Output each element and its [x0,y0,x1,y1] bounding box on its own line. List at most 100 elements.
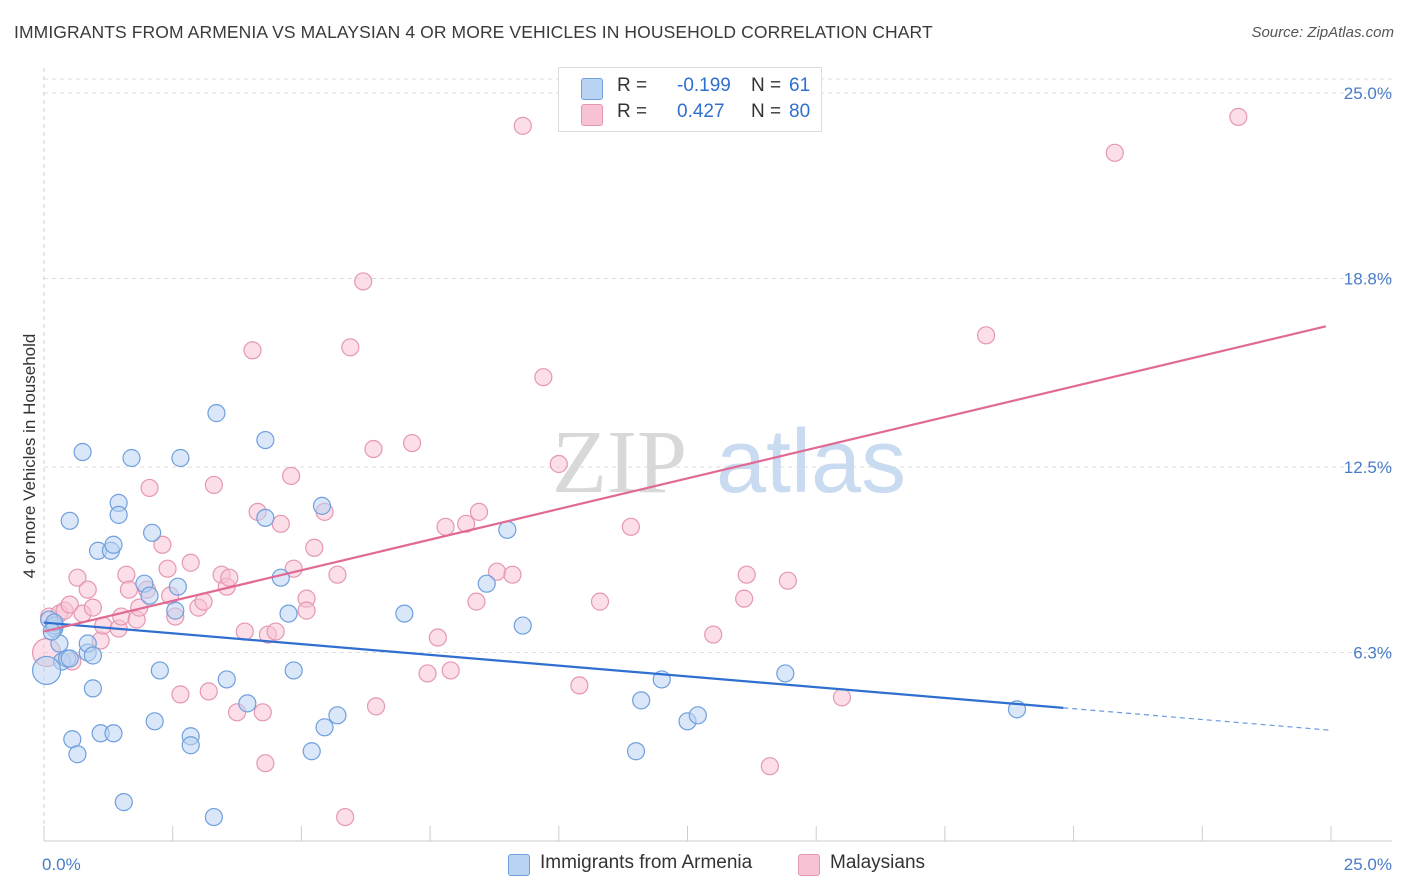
malaysian-point [428,628,447,647]
armenia-point [140,586,159,605]
malaysian-point [513,116,532,135]
malaysian-point [1229,107,1248,126]
malaysian-point [364,439,383,459]
malaysian-point [140,478,159,498]
malaysian-point [760,757,779,776]
malaysian-point [78,580,97,599]
armenia-point [328,706,347,725]
legend-label-malaysians: Malaysians [830,852,926,873]
armenia-point [279,604,298,623]
malaysian-point [467,592,486,611]
armenia-point [31,655,62,686]
malaysian-point [976,326,996,345]
legend-label-armenia: Immigrants from Armenia [540,852,753,873]
malaysian-point [457,514,476,533]
malaysian-point [328,565,347,584]
malaysian-point [60,595,79,614]
legend-n-value: 80 [789,101,811,122]
axes [43,68,1392,842]
malaysian-point [503,565,522,584]
armenia-point [238,694,257,713]
malaysian-point [119,580,139,599]
armenia-point [207,404,226,423]
malaysian-point [436,517,455,536]
chart-title: IMMIGRANTS FROM ARMENIA VS MALAYSIAN 4 O… [14,22,933,42]
series-malaysians [31,95,1248,827]
armenia-point [166,601,185,620]
armenia-point [477,574,496,593]
armenia-point [83,646,103,665]
watermark-zip: ZIP [552,413,687,512]
malaysian-point [704,625,723,644]
series-armenia [31,404,1027,827]
malaysian-point [117,565,136,584]
malaysian-point [336,807,355,827]
armenia-point [109,505,128,524]
y-axis-title: 4 or more Vehicles in Household [20,334,39,579]
watermark-atlas: atlas [716,412,906,512]
y-tick-label: 18.8% [1344,269,1392,288]
armenia-point [60,511,79,530]
y-tick-label: 12.5% [1344,458,1392,477]
malaysian-point [253,703,272,722]
malaysian-point [297,601,316,620]
trend-line-armenia-extension [1063,707,1332,731]
armenia-point [498,520,517,539]
armenia-point [395,604,414,623]
armenia-point [68,745,87,764]
armenia-point [104,724,123,743]
malaysian-point [341,338,360,357]
malaysian-point [243,341,262,360]
armenia-point [122,448,141,468]
legend-swatch-armenia [508,854,530,876]
armenia-point [217,670,236,689]
legend-swatch-malaysians [581,104,603,126]
malaysian-point [282,466,301,486]
armenia-point [256,508,275,527]
malaysian-point [83,598,103,617]
legend-swatch-malaysians [798,854,820,876]
legend-r-value: -0.199 [677,75,731,96]
armenia-point [302,742,321,761]
armenia-point [83,679,103,698]
armenia-point [315,718,334,737]
malaysian-point [171,685,190,704]
legend-n-label: N = [751,75,782,96]
armenia-point [513,616,532,635]
legend-n-label: N = [751,101,782,122]
malaysian-point [832,688,852,707]
armenia-point [181,736,200,755]
malaysian-point [266,622,285,641]
armenia-point [73,442,92,462]
malaysian-point [153,535,172,554]
malaysian-point [778,571,797,590]
legend-n-value: 61 [789,75,811,96]
malaysian-point [199,682,218,701]
source-label: Source: ZipAtlas.com [1251,24,1394,41]
grid-lines [44,78,1392,653]
malaysian-point [220,568,239,587]
armenia-point [60,649,79,668]
malaysian-point [402,433,422,453]
armenia-point [143,523,162,542]
x-tick-label: 25.0% [1344,855,1392,874]
legend-r-value: 0.427 [677,101,725,122]
armenia-point [204,807,223,827]
armenia-point [626,742,646,761]
trend-lines [43,325,1332,731]
malaysian-point [570,676,589,695]
malaysian-point [158,559,177,578]
malaysian-point [621,517,640,536]
malaysian-point [534,368,553,387]
malaysian-point [305,538,324,557]
legend-r-label: R = [617,101,648,122]
armenia-point [312,496,332,515]
armenia-point [688,706,707,725]
malaysian-point [590,592,610,611]
malaysian-point [469,502,489,521]
y-tick-label: 6.3% [1353,643,1392,662]
legend-swatch-armenia [581,78,603,100]
y-tick-label: 25.0% [1344,84,1392,103]
armenia-point [284,661,303,680]
